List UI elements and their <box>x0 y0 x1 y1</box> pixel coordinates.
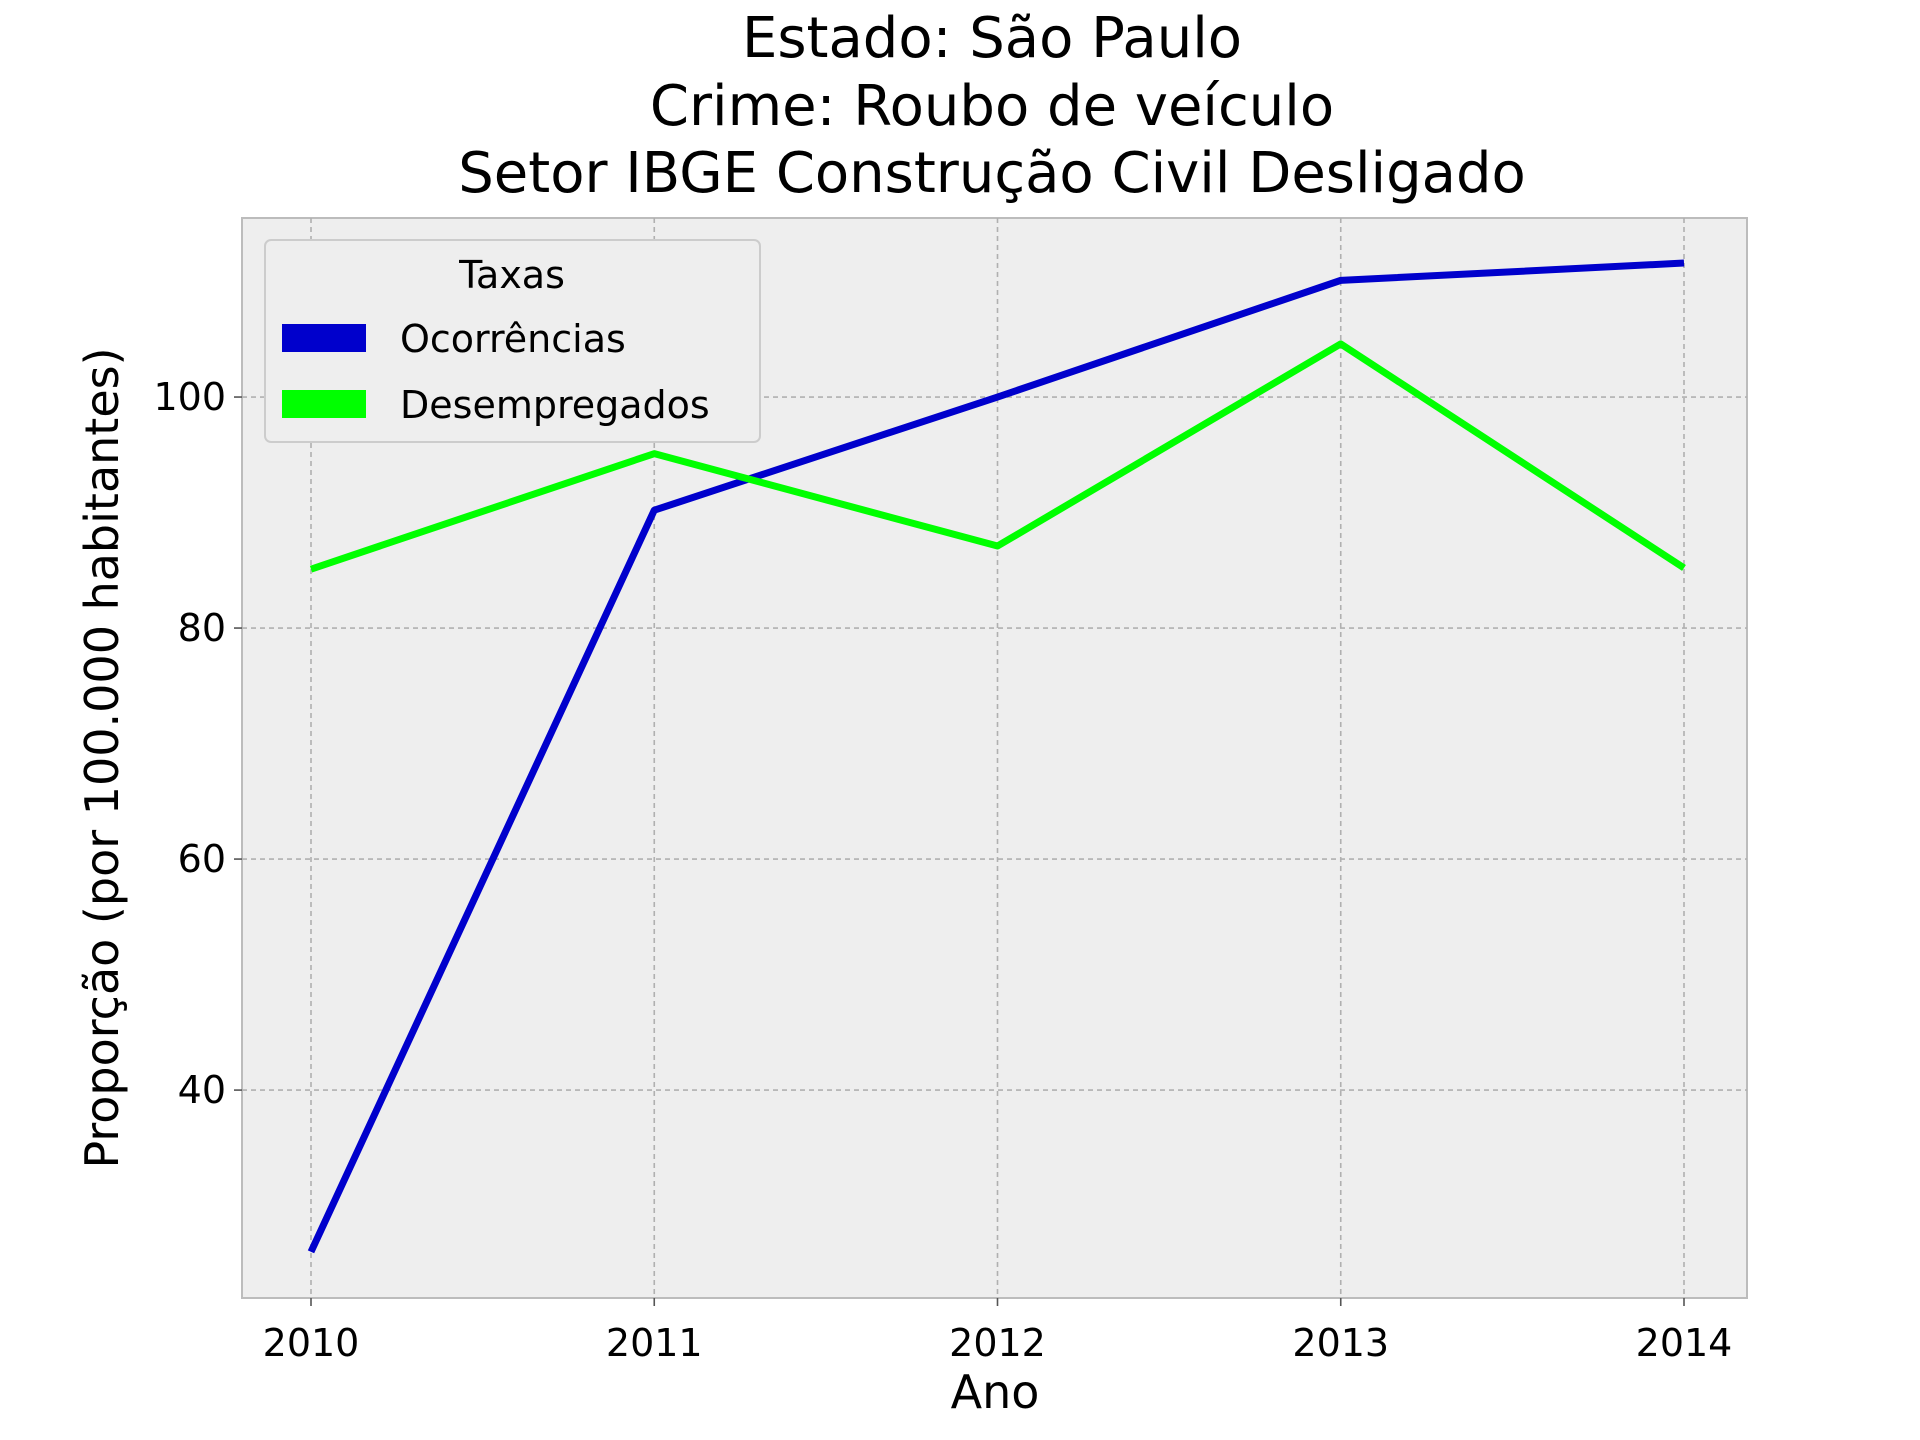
x-tick-label-2012: 2012 <box>949 1321 1046 1365</box>
legend-label-ocorrencias: Ocorrências <box>400 317 626 361</box>
legend: Taxas Ocorrências Desempregados <box>264 239 761 443</box>
series-lines <box>307 259 1686 1254</box>
legend-swatch-desempregados <box>282 390 366 418</box>
series-line-desempregados <box>309 340 1686 573</box>
y-tick-label-60: 60 <box>178 837 226 881</box>
x-tick-label-2014: 2014 <box>1636 1321 1733 1365</box>
legend-label-desempregados: Desempregados <box>400 383 710 427</box>
legend-title: Taxas <box>458 253 565 297</box>
chart-title-line-2: Crime: Roubo de veículo <box>650 74 1334 139</box>
y-axis-label: Proporção (por 100.000 habitantes) <box>75 347 129 1168</box>
y-tick-label-40: 40 <box>178 1068 226 1112</box>
x-tick-label-2011: 2011 <box>606 1321 703 1365</box>
series-line-ocorrencias <box>307 259 1685 1254</box>
x-axis-label: Ano <box>951 1365 1040 1419</box>
y-tick-label-80: 80 <box>178 606 226 650</box>
x-tick-label-2010: 2010 <box>263 1321 360 1365</box>
axis-ticks: 2010 2011 2012 2013 2014 40 60 80 100 <box>153 375 1732 1365</box>
y-tick-label-100: 100 <box>153 375 226 419</box>
chart-title-line-1: Estado: São Paulo <box>742 6 1242 71</box>
chart-title-line-3: Setor IBGE Construção Civil Desligado <box>458 141 1526 206</box>
x-tick-label-2013: 2013 <box>1292 1321 1389 1365</box>
legend-box <box>264 239 761 443</box>
legend-swatch-ocorrencias <box>282 324 366 352</box>
